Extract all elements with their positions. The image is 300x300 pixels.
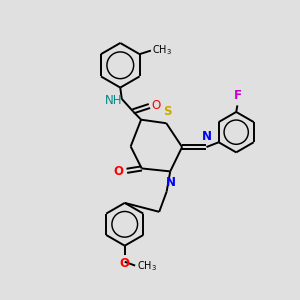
Text: NH: NH xyxy=(105,94,122,107)
Text: O: O xyxy=(120,257,130,270)
Text: F: F xyxy=(233,88,242,102)
Text: S: S xyxy=(163,106,171,118)
Text: N: N xyxy=(202,130,212,142)
Text: O: O xyxy=(152,99,161,112)
Text: N: N xyxy=(166,176,176,189)
Text: CH$_3$: CH$_3$ xyxy=(137,259,157,273)
Text: O: O xyxy=(113,165,123,178)
Text: CH$_3$: CH$_3$ xyxy=(152,44,172,57)
